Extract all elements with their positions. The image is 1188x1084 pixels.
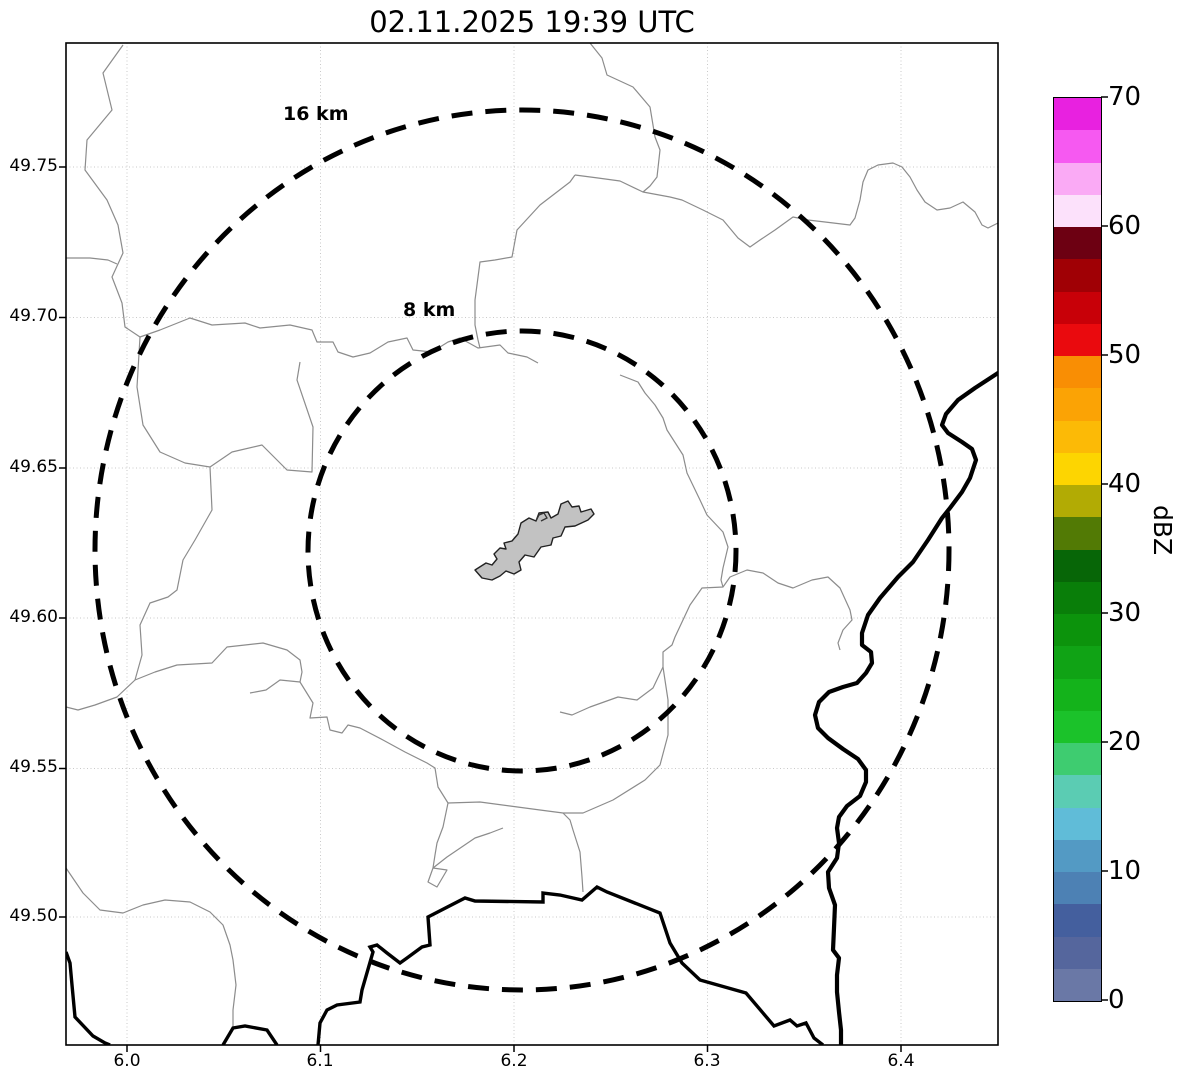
colorbar-axis-label: dBZ (1148, 505, 1177, 556)
x-tick-label: 6.2 (500, 1051, 528, 1071)
y-tick-label: 49.55 (9, 757, 58, 777)
colorbar-segment (1054, 452, 1101, 485)
colorbar-tick-label: 70 (1108, 82, 1142, 112)
urban-area-shape (474, 500, 595, 581)
range-ring-8km-label: 8 km (403, 299, 456, 321)
colorbar-segment (1054, 291, 1101, 324)
colorbar-segment (1054, 872, 1101, 905)
colorbar-segment (1054, 839, 1101, 872)
colorbar-segment (1054, 259, 1101, 292)
x-tick-label: 6.3 (693, 1051, 721, 1071)
river-border (812, 370, 998, 1045)
colorbar-segment (1054, 388, 1101, 421)
colorbar-segment (1054, 227, 1101, 260)
y-tick-label: 49.75 (9, 156, 58, 176)
colorbar-tick-marks (1101, 96, 1108, 1001)
urban-area-detail (535, 512, 548, 522)
colorbar-segment (1054, 517, 1101, 550)
axis-tick-marks (59, 166, 902, 1052)
colorbar-segment (1054, 194, 1101, 227)
colorbar-segment (1054, 710, 1101, 743)
x-tick-label: 6.4 (887, 1051, 915, 1071)
colorbar-segment (1054, 807, 1101, 840)
country-border (66, 884, 825, 1045)
y-tick-label: 49.50 (9, 906, 58, 926)
colorbar-segment (1054, 130, 1101, 163)
plot-title: 02.11.2025 19:39 UTC (369, 5, 695, 39)
colorbar-segment (1054, 968, 1101, 1001)
colorbar-tick-label: 60 (1108, 211, 1142, 241)
colorbar-tick-label: 40 (1108, 469, 1142, 499)
colorbar-segment (1054, 936, 1101, 969)
colorbar-segment (1054, 678, 1101, 711)
colorbar-segment (1054, 614, 1101, 647)
colorbar-tick-label: 30 (1108, 598, 1142, 628)
colorbar (1053, 97, 1102, 1002)
colorbar-segment (1054, 646, 1101, 679)
range-ring-16km (92, 107, 952, 993)
colorbar-tick-label: 20 (1108, 727, 1142, 757)
range-ring-8km (305, 328, 739, 774)
range-ring-16km-label: 16 km (283, 103, 349, 125)
colorbar-tick-label: 0 (1108, 985, 1125, 1015)
colorbar-segment (1054, 775, 1101, 808)
x-tick-label: 6.0 (113, 1051, 141, 1071)
colorbar-segment (1054, 323, 1101, 356)
colorbar-segment (1054, 98, 1101, 131)
colorbar-segment (1054, 743, 1101, 776)
colorbar-segment (1054, 549, 1101, 582)
colorbar-tick-label: 50 (1108, 340, 1142, 370)
colorbar-segment (1054, 356, 1101, 389)
plot-border (65, 42, 999, 1046)
colorbar-segment (1054, 162, 1101, 195)
colorbar-segment (1054, 485, 1101, 518)
municipal-boundaries (66, 43, 998, 1027)
colorbar-segment (1054, 904, 1101, 937)
x-tick-label: 6.1 (306, 1051, 334, 1071)
colorbar-segment (1054, 420, 1101, 453)
colorbar-segment (1054, 581, 1101, 614)
y-tick-label: 49.65 (9, 457, 58, 477)
colorbar-tick-label: 10 (1108, 856, 1142, 886)
y-tick-label: 49.70 (9, 306, 58, 326)
y-tick-label: 49.60 (9, 607, 58, 627)
